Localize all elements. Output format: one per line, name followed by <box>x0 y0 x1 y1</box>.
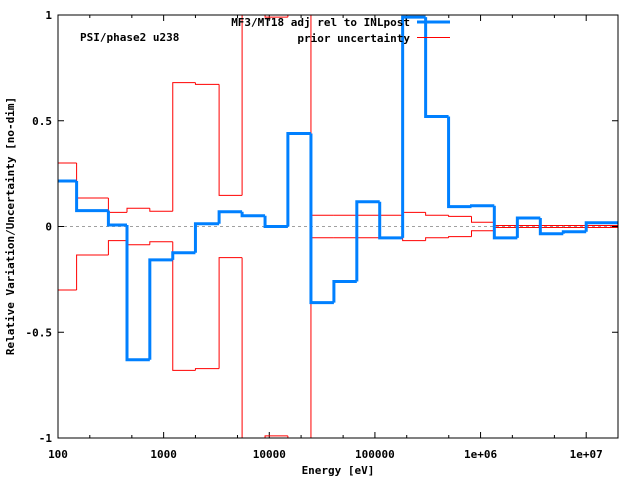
prior-uncertainty-upper-step <box>264 15 288 18</box>
adjustment-step <box>538 218 564 236</box>
prior-uncertainty-lower-step <box>126 240 150 246</box>
prior-uncertainty-lower-step <box>402 237 426 242</box>
prior-uncertainty-upper-step <box>310 15 334 216</box>
prior-uncertainty-upper-step <box>107 197 128 213</box>
adjustment-step <box>332 279 357 303</box>
prior-uncertainty-lower-step <box>264 435 288 438</box>
prior-uncertainty-upper-step <box>471 216 495 223</box>
adjustment-step <box>401 15 426 238</box>
prior-uncertainty-upper-step <box>402 211 426 216</box>
prior-uncertainty-lower-step <box>218 257 243 369</box>
y-tick-label: 0 <box>45 221 52 234</box>
adjustment-step <box>171 251 196 260</box>
prior-uncertainty-lower-step <box>448 236 472 238</box>
prior-uncertainty-lower-step <box>76 254 109 290</box>
prior-uncertainty-upper-step <box>241 15 266 196</box>
legend-label-1: prior uncertainty <box>297 32 410 45</box>
x-tick-label: 1000 <box>150 448 177 461</box>
adjustment-step <box>75 181 109 213</box>
adjustment-step <box>492 205 518 240</box>
adjustment-step <box>125 225 150 362</box>
adjustment-step <box>309 133 334 305</box>
adjustment-step <box>424 17 449 119</box>
y-tick-label: 0.5 <box>32 115 52 128</box>
prior-uncertainty-upper-step <box>149 208 173 212</box>
annotation: PSI/phase2 u238 <box>80 31 179 44</box>
adjustment-step <box>240 211 266 218</box>
tick-labels: 100 1000 10000 100000 1e+06 1e+07 -1 -0.5 0 0.5 1 <box>26 9 603 461</box>
adjustment-step <box>584 221 618 232</box>
prior-uncertainty-upper-step <box>172 82 196 212</box>
adjustment-step <box>193 222 220 253</box>
y-tick-label: 1 <box>45 9 52 22</box>
prior-uncertainty-upper-step <box>76 163 109 199</box>
adjustment-step <box>106 210 128 227</box>
adjustment-step <box>263 215 288 228</box>
x-tick-label: 1e+06 <box>464 448 497 461</box>
adjustment-step <box>561 230 587 234</box>
adjustment-step <box>355 200 380 282</box>
prior-uncertainty-lower-step <box>172 241 196 371</box>
adjustment-step <box>515 216 541 238</box>
x-tick-label: 100000 <box>355 448 395 461</box>
prior-uncertainty-lower-step <box>310 237 334 438</box>
prior-uncertainty-upper-step <box>448 215 472 217</box>
prior-uncertainty-lower-step <box>471 230 495 237</box>
prior-uncertainty-lower-step <box>287 435 311 438</box>
x-axis-label: Energy [eV] <box>302 464 375 477</box>
prior-uncertainty-upper-step <box>493 222 518 226</box>
prior-uncertainty-lower-step <box>107 240 128 256</box>
series-group <box>58 15 618 438</box>
x-tick-label: 100 <box>48 448 68 461</box>
prior-uncertainty-upper-step <box>218 84 243 196</box>
adjustment-step <box>378 201 403 240</box>
adjustment-step <box>148 258 173 360</box>
legend-label-0: MF3/MT18 adj rel to INLpost <box>231 16 410 29</box>
adjustment-step <box>470 204 495 208</box>
prior-uncertainty-upper-step <box>425 212 449 216</box>
prior-uncertainty-lower-step <box>241 257 266 438</box>
adjustment-step <box>447 116 472 209</box>
x-tick-label: 1e+07 <box>570 448 603 461</box>
adjustment-step <box>286 131 311 227</box>
prior-uncertainty-lower-step <box>425 237 449 241</box>
prior-uncertainty-lower-step <box>149 241 173 245</box>
y-tick-label: -0.5 <box>26 326 53 339</box>
prior-uncertainty-upper-step <box>287 15 311 18</box>
y-tick-label: -1 <box>39 432 53 445</box>
adjustment-step <box>217 210 243 224</box>
prior-uncertainty-upper-step <box>126 207 150 213</box>
prior-uncertainty-lower-step <box>194 368 220 371</box>
prior-uncertainty-upper-step <box>194 82 220 85</box>
plot-frame <box>57 14 619 439</box>
x-tick-label: 10000 <box>253 448 286 461</box>
prior-uncertainty-lower-step <box>493 227 518 231</box>
y-axis-label: Relative Variation/Uncertainty [no-dim] <box>4 97 17 355</box>
